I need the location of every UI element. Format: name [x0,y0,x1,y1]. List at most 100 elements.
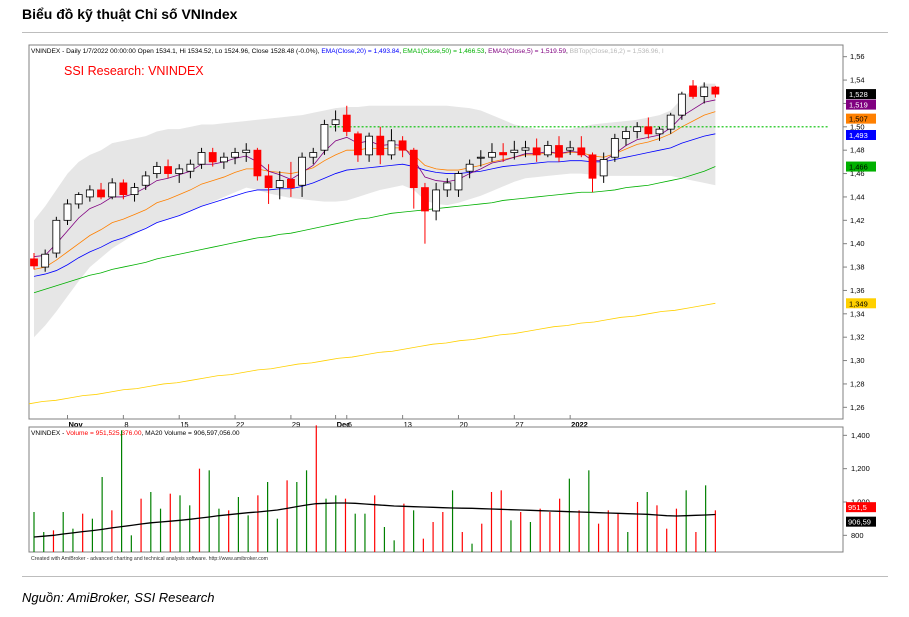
price-tag-label: 1,349 [849,299,868,308]
candle-body [577,147,586,156]
price-tag-label: 1,493 [849,131,868,140]
date-tick-label: 27 [515,420,523,429]
candle [555,136,563,162]
ema50-line [33,166,716,294]
candle [331,110,340,132]
candle-body [633,126,642,132]
candle-body [219,156,228,163]
candle-body [242,149,251,153]
volume-ma-line [33,502,716,538]
candle [97,182,105,200]
volume-tick-label: 1,400 [851,431,870,440]
candle [443,178,452,197]
candle-body [164,166,172,174]
candle-body [85,189,94,198]
date-tick-label: 20 [459,420,467,429]
candle [700,82,709,104]
volume-legend: VNINDEX - Volume = 951,525,376.00, MA20 … [31,430,240,437]
candle-body [287,179,295,188]
candle [566,140,575,155]
candle [488,143,496,162]
price-tick-label: 1,48 [850,146,865,155]
candle-body [119,182,128,196]
candle [219,152,228,169]
volume-plot-frame [28,426,844,553]
price-tick-label: 1,26 [850,403,865,412]
date-tick-label: 6 [348,420,352,429]
price-plot-frame [28,44,844,420]
candle-body [52,219,61,254]
price-tag [846,298,876,309]
candle [152,161,161,179]
candle [41,249,50,272]
candle [197,147,206,169]
candle-body [465,163,474,172]
candle-body [543,145,552,156]
candle [610,133,619,162]
candle-body [275,180,284,188]
candle-body [208,152,217,163]
price-tag [846,129,876,140]
candle-body [711,86,720,95]
candle [231,147,239,165]
candle-body [331,119,340,125]
date-tick-label: 8 [124,420,128,429]
candle-body [700,86,709,97]
candle-body [610,138,619,158]
candle [543,140,552,158]
candle [499,143,508,162]
candle-body [532,147,541,156]
candle [275,171,284,200]
candle [354,131,362,162]
price-tick-label: 1,28 [850,379,865,388]
candle [320,119,329,155]
date-tick-label: 15 [180,420,188,429]
candle-body [521,147,530,151]
candle-body [186,163,195,172]
candle-body [655,128,664,135]
candle-body [197,152,206,165]
date-tick-label: 29 [292,420,300,429]
candle-body [97,189,105,198]
candle-body [152,166,161,174]
candle [633,122,642,139]
candle-body [588,154,597,179]
candle-body [398,140,407,151]
volume-tag-label: 906,59 [848,518,871,527]
price-tick-label: 1,50 [850,122,865,131]
candle [465,159,474,179]
candle [264,164,273,204]
candle [421,182,429,244]
price-tag [846,113,876,124]
candle [666,112,675,134]
candle [521,140,530,158]
amibroker-footer: Created with AmiBroker - advanced charti… [31,556,268,562]
candle-body [443,182,452,191]
bottom-divider [22,576,888,577]
candle [588,152,597,193]
date-tick-label: 2022 [571,420,588,429]
price-tag-label: 1,507 [849,115,868,124]
candle-body [130,187,139,195]
price-legend: VNINDEX - Daily 1/7/2022 00:00:00 Open 1… [31,48,664,55]
candle [242,143,251,162]
date-tick-label: Dec [337,420,351,429]
candle [510,140,519,160]
candle [644,117,653,139]
candle-body [175,168,184,174]
candle [52,216,61,258]
price-tick-label: 1,42 [850,216,865,225]
candle-body [409,149,418,188]
source-note: Nguồn: AmiBroker, SSI Research [22,590,215,605]
price-panel: VNINDEX - Daily 1/7/2022 00:00:00 Open 1… [28,44,876,429]
candle-body [599,159,608,177]
candle [108,178,117,200]
candle [689,80,697,99]
candle [376,126,385,165]
candle [287,161,295,197]
volume-tag [846,516,876,527]
price-tick-label: 1,32 [850,333,865,342]
candle [409,147,418,209]
candle-body [387,140,396,156]
volume-tick-label: 1,000 [851,498,870,507]
